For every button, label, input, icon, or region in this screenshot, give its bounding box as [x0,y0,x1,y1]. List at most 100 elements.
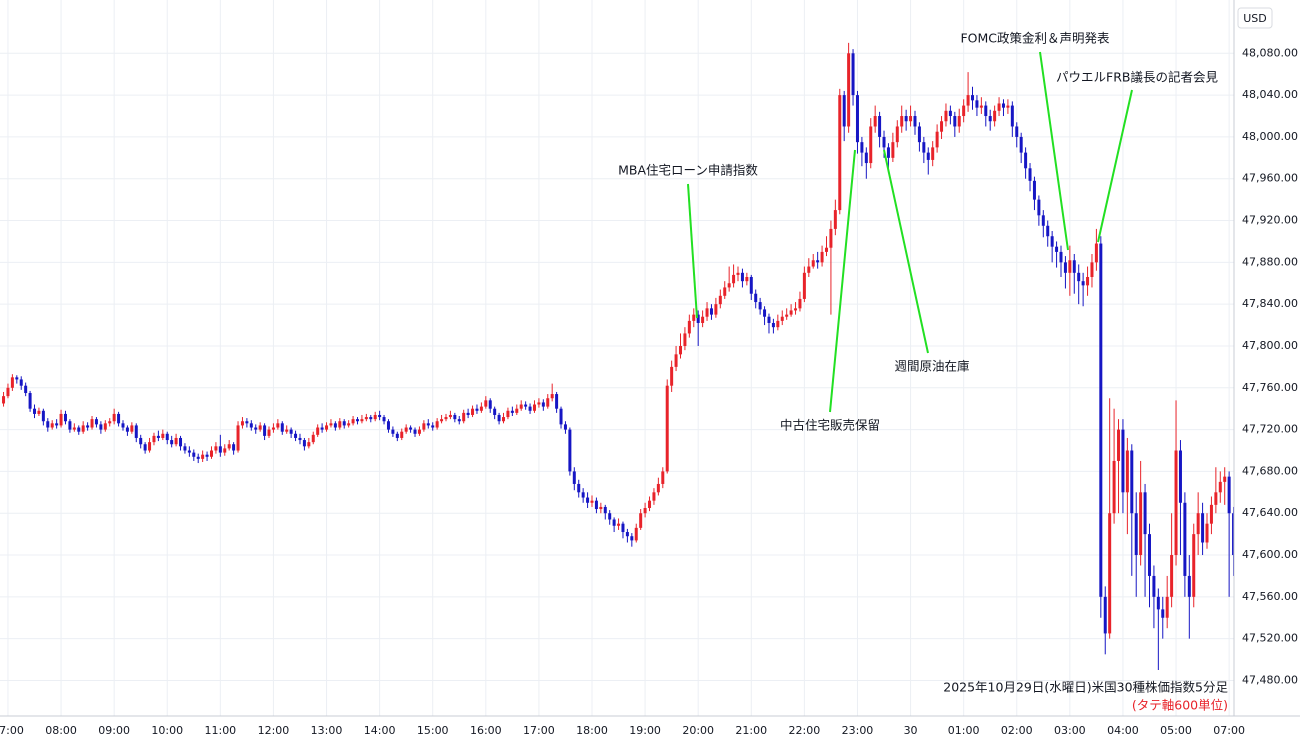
candle-body [913,116,917,127]
candle-body [838,95,842,211]
candle-body [652,492,656,501]
candle-body [232,444,236,451]
candle-body [285,429,289,432]
candle-body [148,442,152,451]
candle-body [931,147,935,160]
y-tick-label: 47,760.00 [1242,381,1298,394]
candle-body [325,425,329,430]
y-tick-label: 48,080.00 [1242,46,1298,59]
candle-body [258,425,262,430]
x-tick-label: 16:00 [470,724,502,737]
candle-body [1112,460,1116,514]
candle-body [24,385,28,394]
x-tick-label: 12:00 [258,724,290,737]
candle-body [342,421,346,426]
candle-body [909,116,913,122]
candle-body [333,423,337,428]
annotation: MBA住宅ローン申請指数 [618,163,758,178]
candle-body [134,425,138,438]
candle-body [1046,225,1050,237]
candle-body [1152,575,1156,597]
candle-body [99,424,103,430]
candle-body [767,316,771,323]
candle-body [81,425,85,432]
candle-body [77,427,81,432]
candle-body [391,429,395,434]
candle-body [674,354,678,367]
candle-body [1010,105,1014,127]
candle-body [1196,513,1200,535]
candle-body [1187,575,1191,597]
candle-body [917,126,921,143]
candle-body [50,423,54,428]
candle-body [1099,243,1103,597]
candle-body [895,126,899,143]
candle-body [555,394,559,409]
candle-body [608,513,612,520]
annotation-leader [1097,89,1133,243]
candle-body [170,440,174,445]
candle-body [926,152,930,160]
candle-body [869,126,873,164]
candle-body [1072,260,1076,273]
annotation-leader [1039,51,1069,251]
candle-body [740,272,744,282]
candle-body [1032,180,1036,200]
candle-body [462,412,466,422]
candle-body [692,314,696,321]
candle-body [873,116,877,127]
candle-body [1086,276,1090,286]
candle-body [125,427,129,432]
x-tick-label: 19:00 [629,724,661,737]
candle-body [1015,126,1019,137]
candle-body [1134,513,1138,556]
annotation-leader [883,149,929,354]
candle-body [1223,476,1227,482]
x-tick-label: 09:00 [98,724,130,737]
candle-body [563,424,567,430]
candle-body [568,429,572,472]
y-tick-label: 47,680.00 [1242,464,1298,477]
candle-body [1068,260,1072,273]
x-tick-label: 13:00 [311,724,343,737]
candle-body [369,417,373,420]
candle-body [541,402,545,407]
x-tick-label: 07:00 [0,724,24,737]
candle-body [643,507,647,514]
candle-body [289,429,293,434]
candle-body [156,435,160,438]
candle-body [1205,523,1209,543]
x-tick-label: 10:00 [151,724,183,737]
candle-body [1165,596,1169,618]
y-tick-label: 48,000.00 [1242,130,1298,143]
candle-body [1121,429,1125,493]
x-tick-label: 11:00 [204,724,236,737]
candle-body [1063,262,1067,273]
candle-body [179,437,183,447]
annotation: FOMC政策金利＆声明発表 [960,31,1110,46]
candle-body [851,53,855,96]
grid [0,0,1234,716]
candle-body [900,116,904,127]
candle-body [515,408,519,413]
candle-body [174,437,178,445]
x-tick-label: 14:00 [364,724,396,737]
x-tick-label: 08:00 [45,724,77,737]
candle-body [948,110,952,117]
candle-body [785,314,789,317]
candle-body [656,483,660,493]
candle-body [993,110,997,122]
candle-body [121,423,125,428]
candle-body [245,421,249,424]
candle-body [471,408,475,415]
candle-body [417,429,421,434]
candle-body [537,402,541,405]
candle-body [1094,243,1098,263]
candle-body [1183,502,1187,576]
candle-body [19,379,23,386]
footnote: 2025年10月29日(水曜日)米国30種株価指数5分足 [943,680,1228,695]
candle-body [528,406,532,411]
candle-body [510,410,514,413]
candle-body [112,413,116,422]
